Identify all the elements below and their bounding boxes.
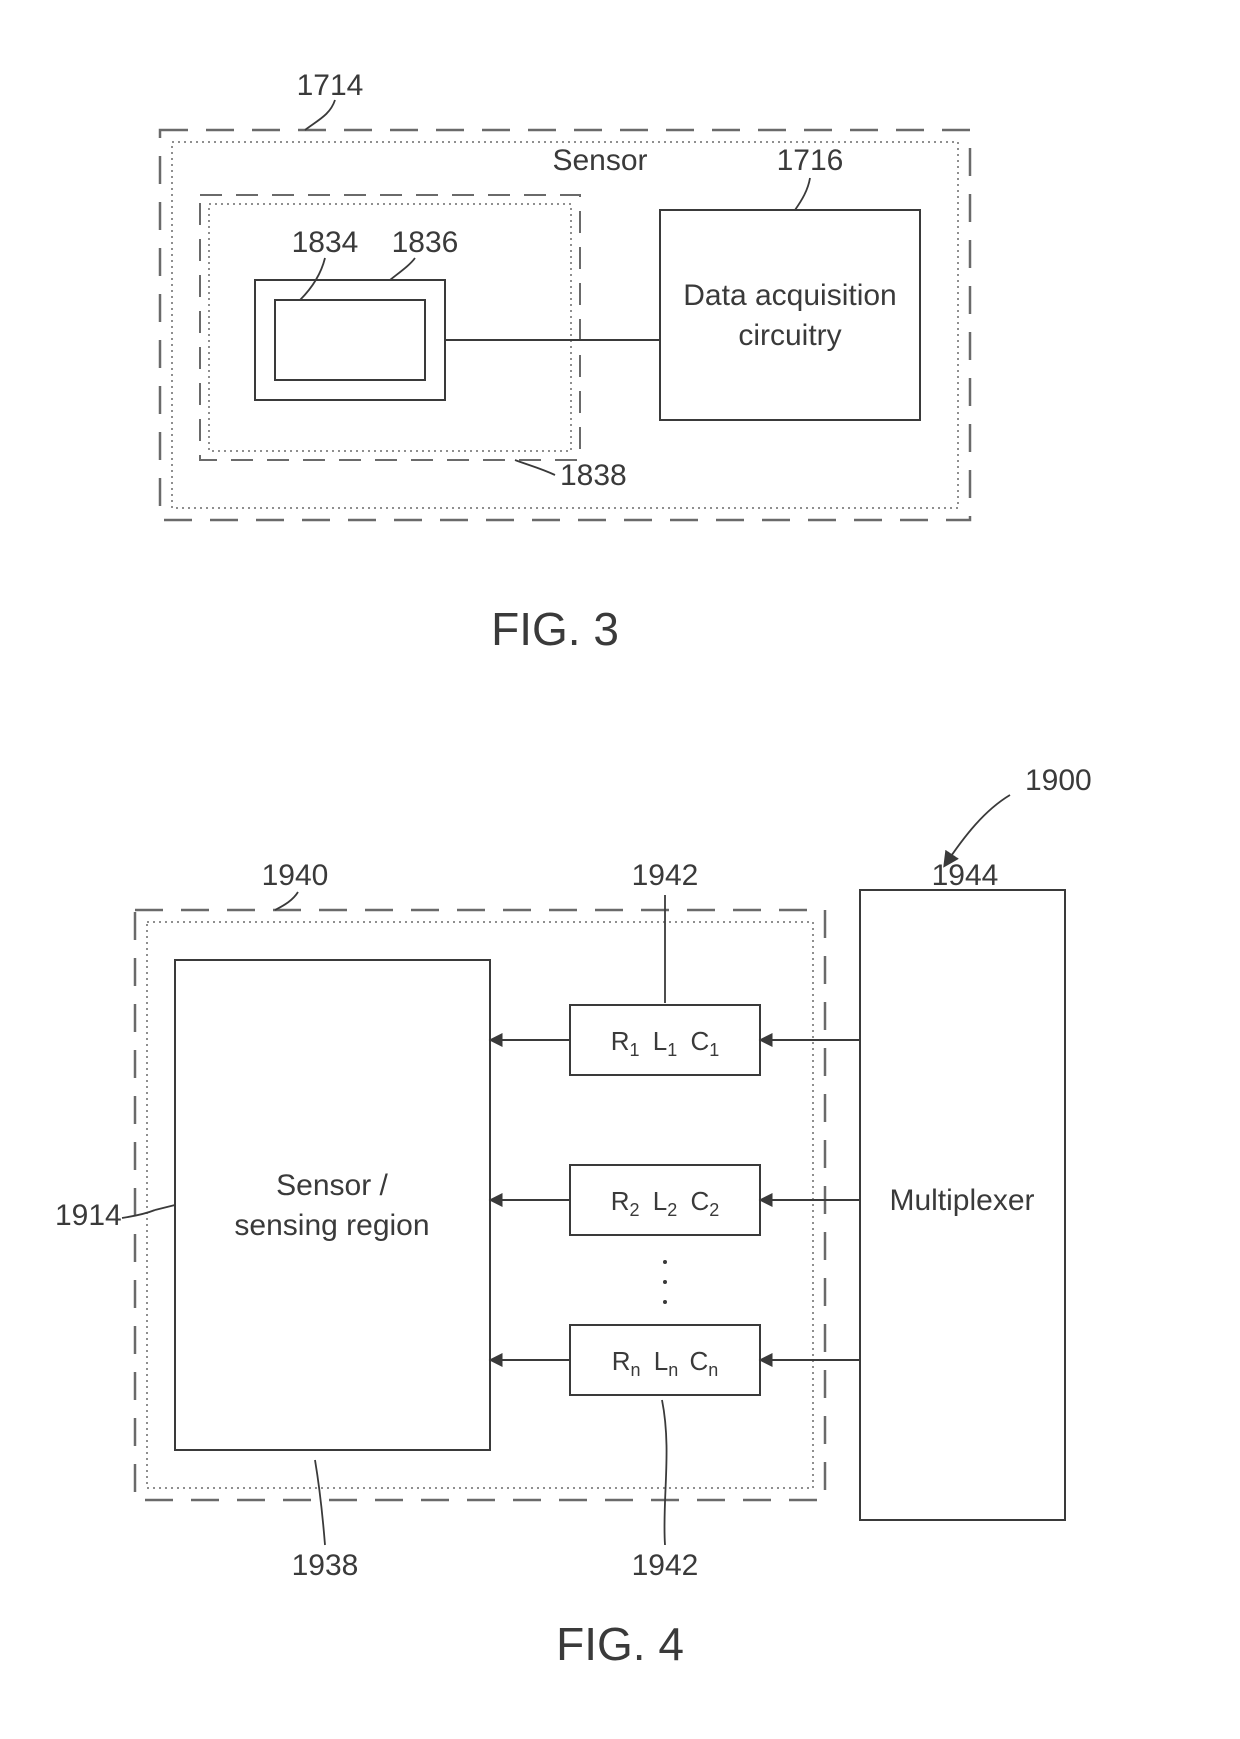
box-1940 <box>135 910 825 1500</box>
leader-1942-bottom <box>662 1400 667 1545</box>
rlc-1-text: R1 L1 C1 <box>611 1026 720 1062</box>
box-1838-inner-dotted <box>209 204 571 451</box>
sensor-line1: Sensor / <box>276 1169 388 1202</box>
label-1942-top: 1942 <box>632 859 699 892</box>
box-sensor-region <box>175 960 490 1450</box>
fig4-caption: FIG. 4 <box>556 1618 684 1670</box>
rlc-n-text: Rn Ln Cn <box>612 1346 719 1382</box>
label-1944: 1944 <box>932 859 999 892</box>
leader-1716 <box>795 178 810 210</box>
multiplexer-text: Multiplexer <box>889 1184 1034 1217</box>
leader-1914-b <box>155 1205 175 1210</box>
data-acq-line1: Data acquisition <box>683 279 896 312</box>
box-1838 <box>200 195 580 460</box>
fig3: 1714 Sensor 1838 1834 1836 Data acquisit… <box>160 69 970 655</box>
leader-1838 <box>515 460 555 475</box>
leader-1938 <box>315 1460 325 1545</box>
box-1716 <box>660 210 920 420</box>
label-1838: 1838 <box>560 459 627 492</box>
label-1900: 1900 <box>1025 764 1092 797</box>
leader-1714 <box>305 100 335 130</box>
data-acq-line2: circuitry <box>738 319 841 352</box>
rlc-2-text: R2 L2 C2 <box>611 1186 720 1222</box>
label-1716: 1716 <box>777 144 844 177</box>
label-1942-bottom: 1942 <box>632 1549 699 1582</box>
ellipsis-dot <box>663 1300 667 1304</box>
leader-1940 <box>275 892 298 910</box>
fig4: 1900 1940 Multiplexer 1944 Sensor / sens… <box>55 764 1092 1670</box>
fig3-caption: FIG. 3 <box>491 603 619 655</box>
leader-1836 <box>390 258 415 280</box>
label-1914: 1914 <box>55 1199 122 1232</box>
label-1940: 1940 <box>262 859 329 892</box>
leader-1914 <box>122 1210 155 1218</box>
label-1834: 1834 <box>292 226 359 259</box>
label-1938: 1938 <box>292 1549 359 1582</box>
box-1834 <box>275 300 425 380</box>
box-1836 <box>255 280 445 400</box>
label-1714: 1714 <box>297 69 364 102</box>
sensor-line2: sensing region <box>234 1209 429 1242</box>
ellipsis-dot <box>663 1280 667 1284</box>
ellipsis-dot <box>663 1260 667 1264</box>
leader-1900 <box>945 795 1010 865</box>
label-1836: 1836 <box>392 226 459 259</box>
sensor-title: Sensor <box>552 144 647 177</box>
